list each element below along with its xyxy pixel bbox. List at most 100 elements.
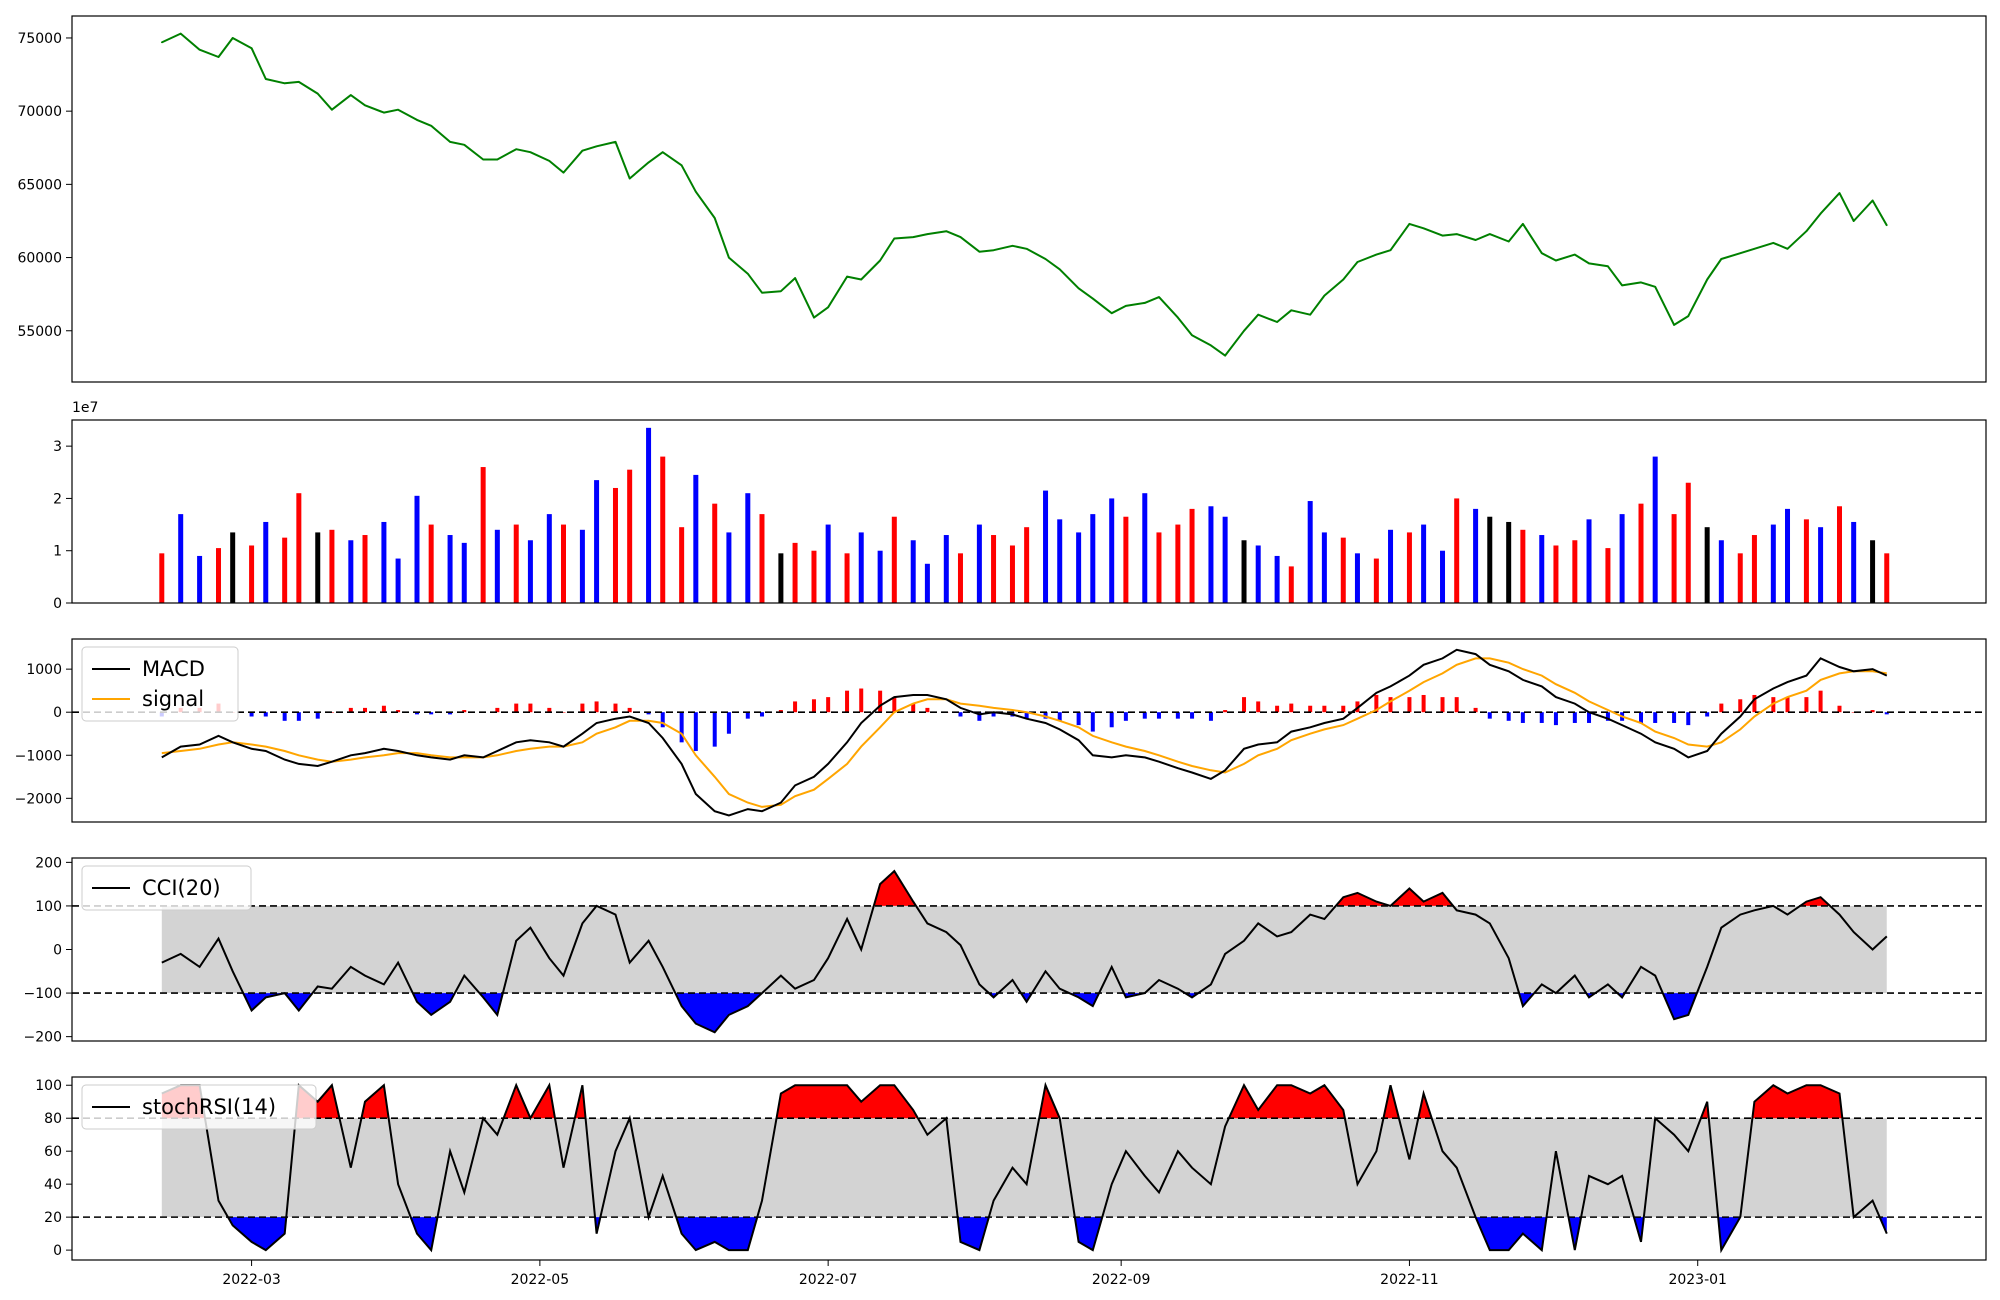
volume-bar [1586,519,1592,603]
price-point [449,141,451,143]
macd-histogram-bar [396,710,401,713]
price-point [1408,223,1411,225]
volume-bar [1406,532,1412,603]
price-ytick-label: 75000 [17,31,62,47]
volume-bar [513,524,519,603]
price-point [1507,240,1510,243]
stochrsi-overbought-fill [503,1085,531,1119]
volume-bar [1241,540,1247,603]
cci-ytick-label: 200 [35,855,62,871]
macd-histogram-bar [1341,705,1346,713]
stochrsi-overbought-fill [776,1085,918,1119]
volume-bar [811,550,817,603]
macd-histogram-bar [793,701,798,713]
price-point [350,94,352,96]
price-point [1257,313,1260,316]
price-point [813,316,815,319]
price-ytick-label: 65000 [17,177,62,193]
volume-bar [414,495,420,603]
price-point [1323,294,1326,297]
macd-line [161,648,1888,817]
macd-histogram-bar [528,703,533,713]
macd-legend [81,646,239,722]
price-point [1805,230,1808,233]
volume-bar [395,558,401,603]
cci-ytick-label: 100 [35,899,62,915]
macd-histogram-bar [1884,712,1889,715]
price-point [661,151,664,153]
volume-ytick-label: 1 [53,544,62,560]
volume-bar [1388,529,1394,603]
volume-bar [1440,550,1446,603]
volume-bar [1208,506,1214,603]
volume-bar [1024,527,1030,603]
stochrsi-legend [81,1084,317,1130]
volume-bar [1222,516,1228,603]
volume-bar [976,524,982,603]
volume-bar [282,537,288,603]
macd-histogram-bar [1208,712,1213,721]
macd-histogram-bar [1175,712,1180,719]
macd-histogram-bar [1473,707,1478,713]
volume-bar [1539,535,1545,603]
stochrsi-ytick-label: 0 [53,1243,62,1259]
price-point [1852,220,1855,222]
volume-bar [858,532,864,603]
macd-histogram-bar [1142,712,1147,719]
volume-bar [1553,545,1559,603]
price-point [1375,253,1378,256]
macd-histogram-bar [1043,712,1048,719]
macd-histogram-bar [679,712,684,743]
price-point [1422,227,1425,230]
price-point [912,236,915,238]
macd-histogram-bar [1686,712,1691,726]
volume-bar [480,467,486,603]
volume-bar [844,553,850,603]
price-point [1058,268,1061,271]
volume-bar [362,535,368,603]
stochrsi-oversold-fill [676,1217,758,1251]
price-point [562,171,565,174]
price-point [827,306,829,309]
volume-bar [1321,532,1327,603]
macd-histogram-bar [1223,710,1228,713]
macd-histogram-bar [1024,712,1029,719]
volume-bar [1189,508,1195,603]
price-point [283,82,286,85]
volume-bar [991,535,997,603]
volume-bar [759,514,765,603]
macd-histogram-bar [448,712,453,715]
price-point [416,119,418,121]
cci-oversold-fill [675,993,762,1033]
volume-bar [1572,540,1578,603]
price-point [1540,252,1543,254]
price-point [1819,212,1822,215]
price-point [364,104,366,107]
volume-bar [943,535,949,603]
volume-bar [1803,519,1809,603]
price-point [780,290,782,293]
price-point [978,250,981,253]
price-point [1706,278,1708,281]
volume-bar [693,474,699,603]
macd-histogram-bar [1804,697,1809,713]
volume-bar [1836,506,1842,603]
stochrsi-oversold-fill [410,1217,438,1251]
price-point [680,164,683,167]
cci-ytick-label: 0 [53,943,62,959]
volume-bar [679,527,685,603]
price-point [1720,258,1723,260]
volume-bar [1307,501,1313,603]
price-point [1110,312,1113,314]
macd-histogram-bar [726,712,731,734]
macd-histogram-bar [547,707,552,713]
cci-legend-label: CCI(20) [142,876,221,900]
macd-histogram-bar [991,712,996,717]
date-tick-label: 2022-05 [511,1272,570,1288]
volume-bar [612,487,618,603]
volume-bar [1175,524,1181,603]
price-point [231,37,234,39]
stochrsi-ytick-label: 20 [44,1210,62,1226]
macd-histogram-bar [745,712,750,719]
stochrsi-line [161,1081,1888,1254]
